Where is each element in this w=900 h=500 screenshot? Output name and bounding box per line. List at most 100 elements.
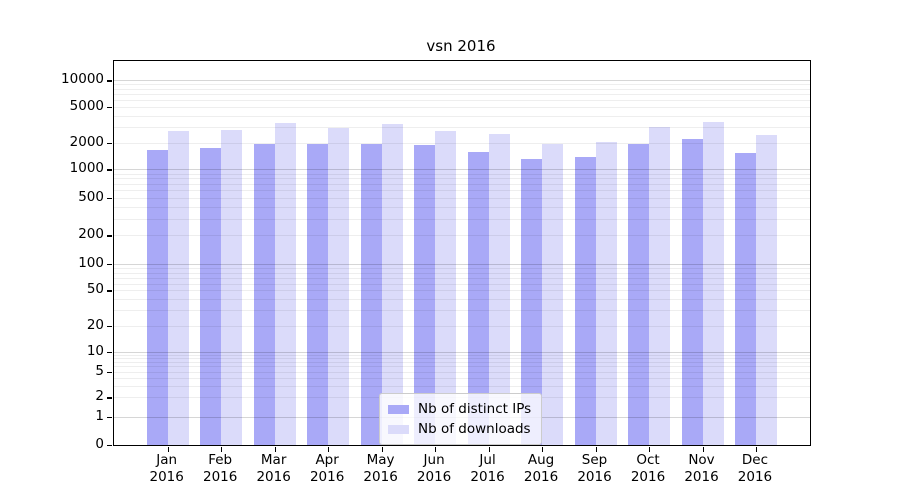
y-tick-label-5: 5: [95, 362, 104, 379]
x-tick-month: Mar: [260, 452, 287, 468]
legend-label-downloads: Nb of downloads: [418, 421, 531, 437]
gridline-4: [114, 377, 810, 379]
x-tick-year: 2016: [630, 469, 666, 485]
x-tick-mark-mar: [274, 447, 276, 452]
gridline-100: [114, 264, 810, 265]
gridline-20: [114, 325, 810, 327]
bar-ips-sep: [574, 157, 596, 445]
x-tick-year: 2016: [470, 469, 505, 485]
y-tick-mark-5000: [107, 107, 112, 109]
bar-downloads-mar: [274, 122, 296, 445]
bar-ips-apr: [307, 144, 329, 445]
gridline-200: [114, 235, 810, 237]
bar-downloads-feb: [221, 130, 243, 445]
gridline-3000: [114, 126, 810, 128]
x-tick-mark-aug: [542, 447, 544, 452]
gridline-600: [114, 190, 810, 192]
gridline-3: [114, 385, 810, 387]
bar-downloads-may: [381, 123, 403, 445]
x-tick-year: 2016: [737, 469, 773, 485]
x-tick-mark-oct: [649, 447, 651, 452]
gridline-90: [114, 268, 810, 270]
x-tick-year: 2016: [363, 469, 398, 485]
bar-ips-jun: [414, 145, 436, 445]
bar-ips-aug: [521, 159, 543, 445]
x-tick-year: 2016: [416, 469, 452, 485]
gridline-80: [114, 272, 810, 274]
y-tick-mark-0: [107, 445, 112, 447]
gridline-2000: [114, 142, 810, 144]
x-tick-year: 2016: [577, 469, 612, 485]
y-tick-label-10000: 10000: [61, 71, 104, 88]
x-tick-year: 2016: [309, 469, 345, 485]
x-tick-month: Jul: [479, 452, 496, 468]
x-tick-mark-feb: [221, 447, 223, 452]
x-tick-label-mar: Mar 2016: [246, 452, 302, 486]
legend-label-distinct-ips: Nb of distinct IPs: [418, 401, 532, 417]
x-tick-mark-jun: [435, 447, 437, 452]
legend-swatch-distinct-ips: [388, 404, 409, 414]
y-tick-mark-10: [107, 352, 112, 354]
bar-downloads-nov: [702, 121, 724, 445]
gridline-500: [114, 197, 810, 199]
x-tick-month: Nov: [688, 452, 715, 468]
plot-area: Nb of distinct IPs Nb of downloads: [107, 60, 811, 452]
y-tick-label-2: 2: [95, 388, 104, 405]
bar-ips-jan: [146, 149, 168, 445]
gridline-7000: [114, 94, 810, 96]
y-tick-label-500: 500: [78, 188, 104, 205]
bar-downloads-sep: [595, 141, 617, 445]
x-tick-label-dec: Dec 2016: [727, 452, 783, 486]
gridline-10: [114, 352, 810, 353]
bar-downloads-dec: [755, 134, 777, 445]
bar-downloads-jan: [167, 131, 189, 445]
y-tick-label-100: 100: [78, 255, 104, 271]
y-tick-label-1: 1: [95, 408, 104, 424]
y-tick-label-1000: 1000: [69, 160, 104, 177]
y-tick-mark-20: [107, 325, 112, 327]
x-tick-year: 2016: [523, 469, 559, 485]
x-tick-label-apr: Apr 2016: [299, 452, 355, 486]
x-tick-month: Jan: [156, 452, 178, 468]
x-tick-year: 2016: [202, 469, 238, 485]
y-tick-label-5000: 5000: [69, 98, 104, 115]
y-tick-mark-2000: [107, 142, 112, 144]
gridline-9: [114, 354, 810, 356]
gridline-400: [114, 206, 810, 208]
gridline-300: [114, 218, 810, 220]
gridline-900: [114, 173, 810, 175]
x-tick-label-nov: Nov 2016: [674, 452, 730, 486]
x-tick-month: Feb: [208, 452, 233, 468]
gridline-8000: [114, 88, 810, 90]
gridline-6: [114, 366, 810, 368]
gridline-10000: [114, 80, 810, 82]
y-tick-label-2000: 2000: [69, 133, 104, 150]
bar-downloads-jul: [488, 133, 510, 445]
x-tick-month: Oct: [636, 452, 660, 468]
gridline-700: [114, 183, 810, 185]
gridline-8: [114, 358, 810, 360]
x-tick-label-oct: Oct 2016: [620, 452, 676, 486]
y-tick-mark-5: [107, 371, 112, 373]
x-tick-label-jul: Jul 2016: [460, 452, 516, 486]
x-tick-mark-may: [381, 447, 383, 452]
bar-downloads-aug: [542, 144, 564, 445]
y-tick-label-200: 200: [78, 226, 104, 243]
bar-ips-jul: [467, 151, 489, 445]
gridline-5000: [114, 107, 810, 109]
x-tick-mark-apr: [328, 447, 330, 452]
y-tick-mark-1: [107, 417, 112, 419]
x-tick-label-sep: Sep 2016: [567, 452, 623, 486]
legend-swatch-downloads: [388, 424, 409, 434]
gridline-1000: [114, 169, 810, 171]
y-tick-mark-100: [107, 264, 112, 266]
x-tick-month: May: [366, 452, 395, 468]
legend-item-downloads: Nb of downloads: [388, 419, 531, 439]
x-tick-label-jun: Jun 2016: [406, 452, 462, 486]
gridline-7: [114, 362, 810, 364]
bar-downloads-jun: [435, 131, 457, 445]
y-tick-label-50: 50: [86, 281, 104, 298]
x-tick-year: 2016: [684, 469, 719, 485]
x-tick-month: Dec: [741, 452, 769, 468]
